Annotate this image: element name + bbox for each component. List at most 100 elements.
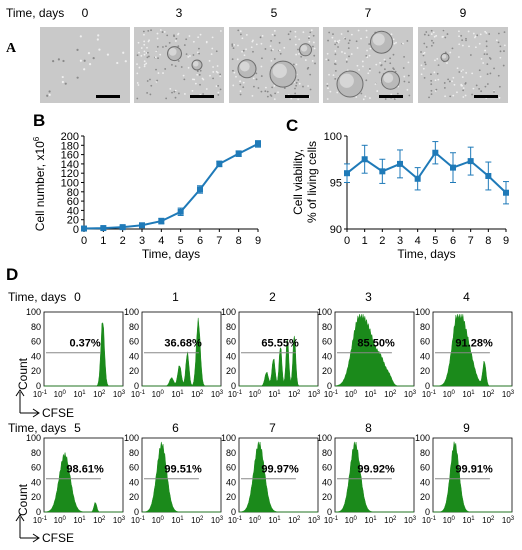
histogram-fill (238, 441, 318, 513)
cell-dot (423, 33, 426, 36)
day-label: 1 (172, 290, 179, 304)
cell-dot (430, 29, 433, 32)
x-tick-label: 7 (216, 235, 222, 247)
cell-dot (149, 93, 152, 96)
cell-dot (297, 98, 300, 101)
x-tick-label: 10-1 (422, 390, 437, 399)
cell-dot (424, 61, 426, 64)
cell-dot (155, 50, 158, 53)
cell-dot (449, 95, 452, 98)
day-label-0: 0 (82, 6, 89, 20)
cell-dot (356, 64, 359, 67)
cell-dot (233, 71, 236, 74)
cell-dot (493, 67, 495, 70)
histogram-fill (239, 335, 318, 387)
y-tick-label: 20 (31, 366, 41, 376)
cell-dot (326, 98, 329, 100)
cell-dot (430, 89, 433, 92)
cell-dot (193, 78, 196, 81)
cell-dot (162, 72, 164, 74)
cell-dot (294, 92, 297, 95)
cell-dot (495, 39, 498, 42)
cell-dot (430, 33, 433, 35)
cell-dot (432, 41, 435, 44)
histogram-day-1: 1 0 20 40 60 80 100 10-1 100 101 102 103 36.68% (124, 290, 224, 399)
y-tick-label: 0 (425, 381, 430, 391)
cell-dot (446, 62, 448, 64)
cell-dot (136, 63, 138, 66)
cell-dot (277, 91, 279, 94)
cell-dot (365, 79, 368, 82)
cell-dot (365, 36, 368, 39)
time-header: Time, days (8, 290, 66, 304)
cell-dot (435, 34, 438, 37)
cell-dot (156, 79, 159, 82)
x-tick-label: 4 (415, 235, 421, 247)
cell-dot (264, 48, 267, 50)
cell-dot (182, 74, 185, 77)
y-tick-label: 100 (317, 307, 332, 317)
x-tick-label: 103 (308, 516, 321, 525)
cell-dot (383, 58, 386, 61)
cell-dot (199, 69, 202, 72)
x-tick-label: 5 (432, 235, 438, 247)
x-tick-label: 103 (113, 516, 126, 525)
cell-dot (340, 33, 343, 35)
cell-dot (215, 85, 218, 88)
y-tick-label: 80 (226, 448, 236, 458)
cell-dot (403, 75, 406, 78)
cell-dot (57, 58, 60, 61)
cell-dot (146, 56, 149, 59)
cell-dot (358, 68, 360, 71)
cell-dot (177, 33, 179, 36)
cell-dot (392, 38, 395, 41)
cell-dot (464, 82, 467, 85)
cell-dot (328, 73, 330, 76)
y-tick-label: 80 (420, 322, 430, 332)
cell-dot (270, 49, 273, 52)
cell-dot (171, 91, 173, 94)
data-point (397, 160, 403, 167)
cell-dot (196, 73, 199, 76)
cell-dot (332, 74, 335, 77)
cell-dot (406, 88, 409, 91)
cell-dot (314, 62, 316, 65)
cell-dot (295, 53, 298, 56)
cell-dot (462, 89, 465, 92)
cell-dot (309, 88, 312, 91)
histogram-day-7: 7 0 20 40 60 80 100 10-1 100 101 102 103 99.97% (221, 421, 321, 525)
cell-dot (175, 37, 178, 40)
cell-dot (183, 78, 186, 81)
cell-dot (465, 71, 468, 74)
cell-dot (61, 80, 64, 84)
cell-dot (173, 34, 175, 37)
cell-dot (138, 66, 141, 69)
cell-dot (486, 73, 489, 76)
panel-c-viability-chart: 90 95 100 0 1 2 3 4 5 6 7 8 9 Time, days Cell viabilit… (291, 131, 509, 261)
cell-dot (469, 54, 472, 56)
cell-dot (485, 32, 488, 34)
cell-dot (192, 40, 195, 43)
cell-dot (499, 45, 502, 48)
cell-dot (493, 90, 495, 93)
cell-dot (467, 30, 470, 33)
cell-dot (212, 66, 215, 68)
cell-dot (362, 98, 365, 101)
cell-dot (143, 40, 146, 43)
day-label-7: 7 (365, 6, 372, 20)
cell-dot (174, 65, 177, 68)
cell-dot (260, 42, 263, 45)
cell-dot (328, 31, 331, 34)
cell-dot (483, 53, 486, 56)
cell-dot (446, 33, 449, 35)
cell-dot (278, 49, 281, 52)
y-tick-label: 40 (129, 477, 139, 487)
cell-dot (122, 51, 125, 54)
cell-dot (356, 47, 359, 49)
panel-a-label: A (6, 41, 17, 56)
cell-dot (475, 84, 478, 87)
data-point (379, 168, 386, 175)
x-tick-label: 103 (113, 390, 126, 399)
x-tick-label: 10-1 (422, 516, 437, 525)
